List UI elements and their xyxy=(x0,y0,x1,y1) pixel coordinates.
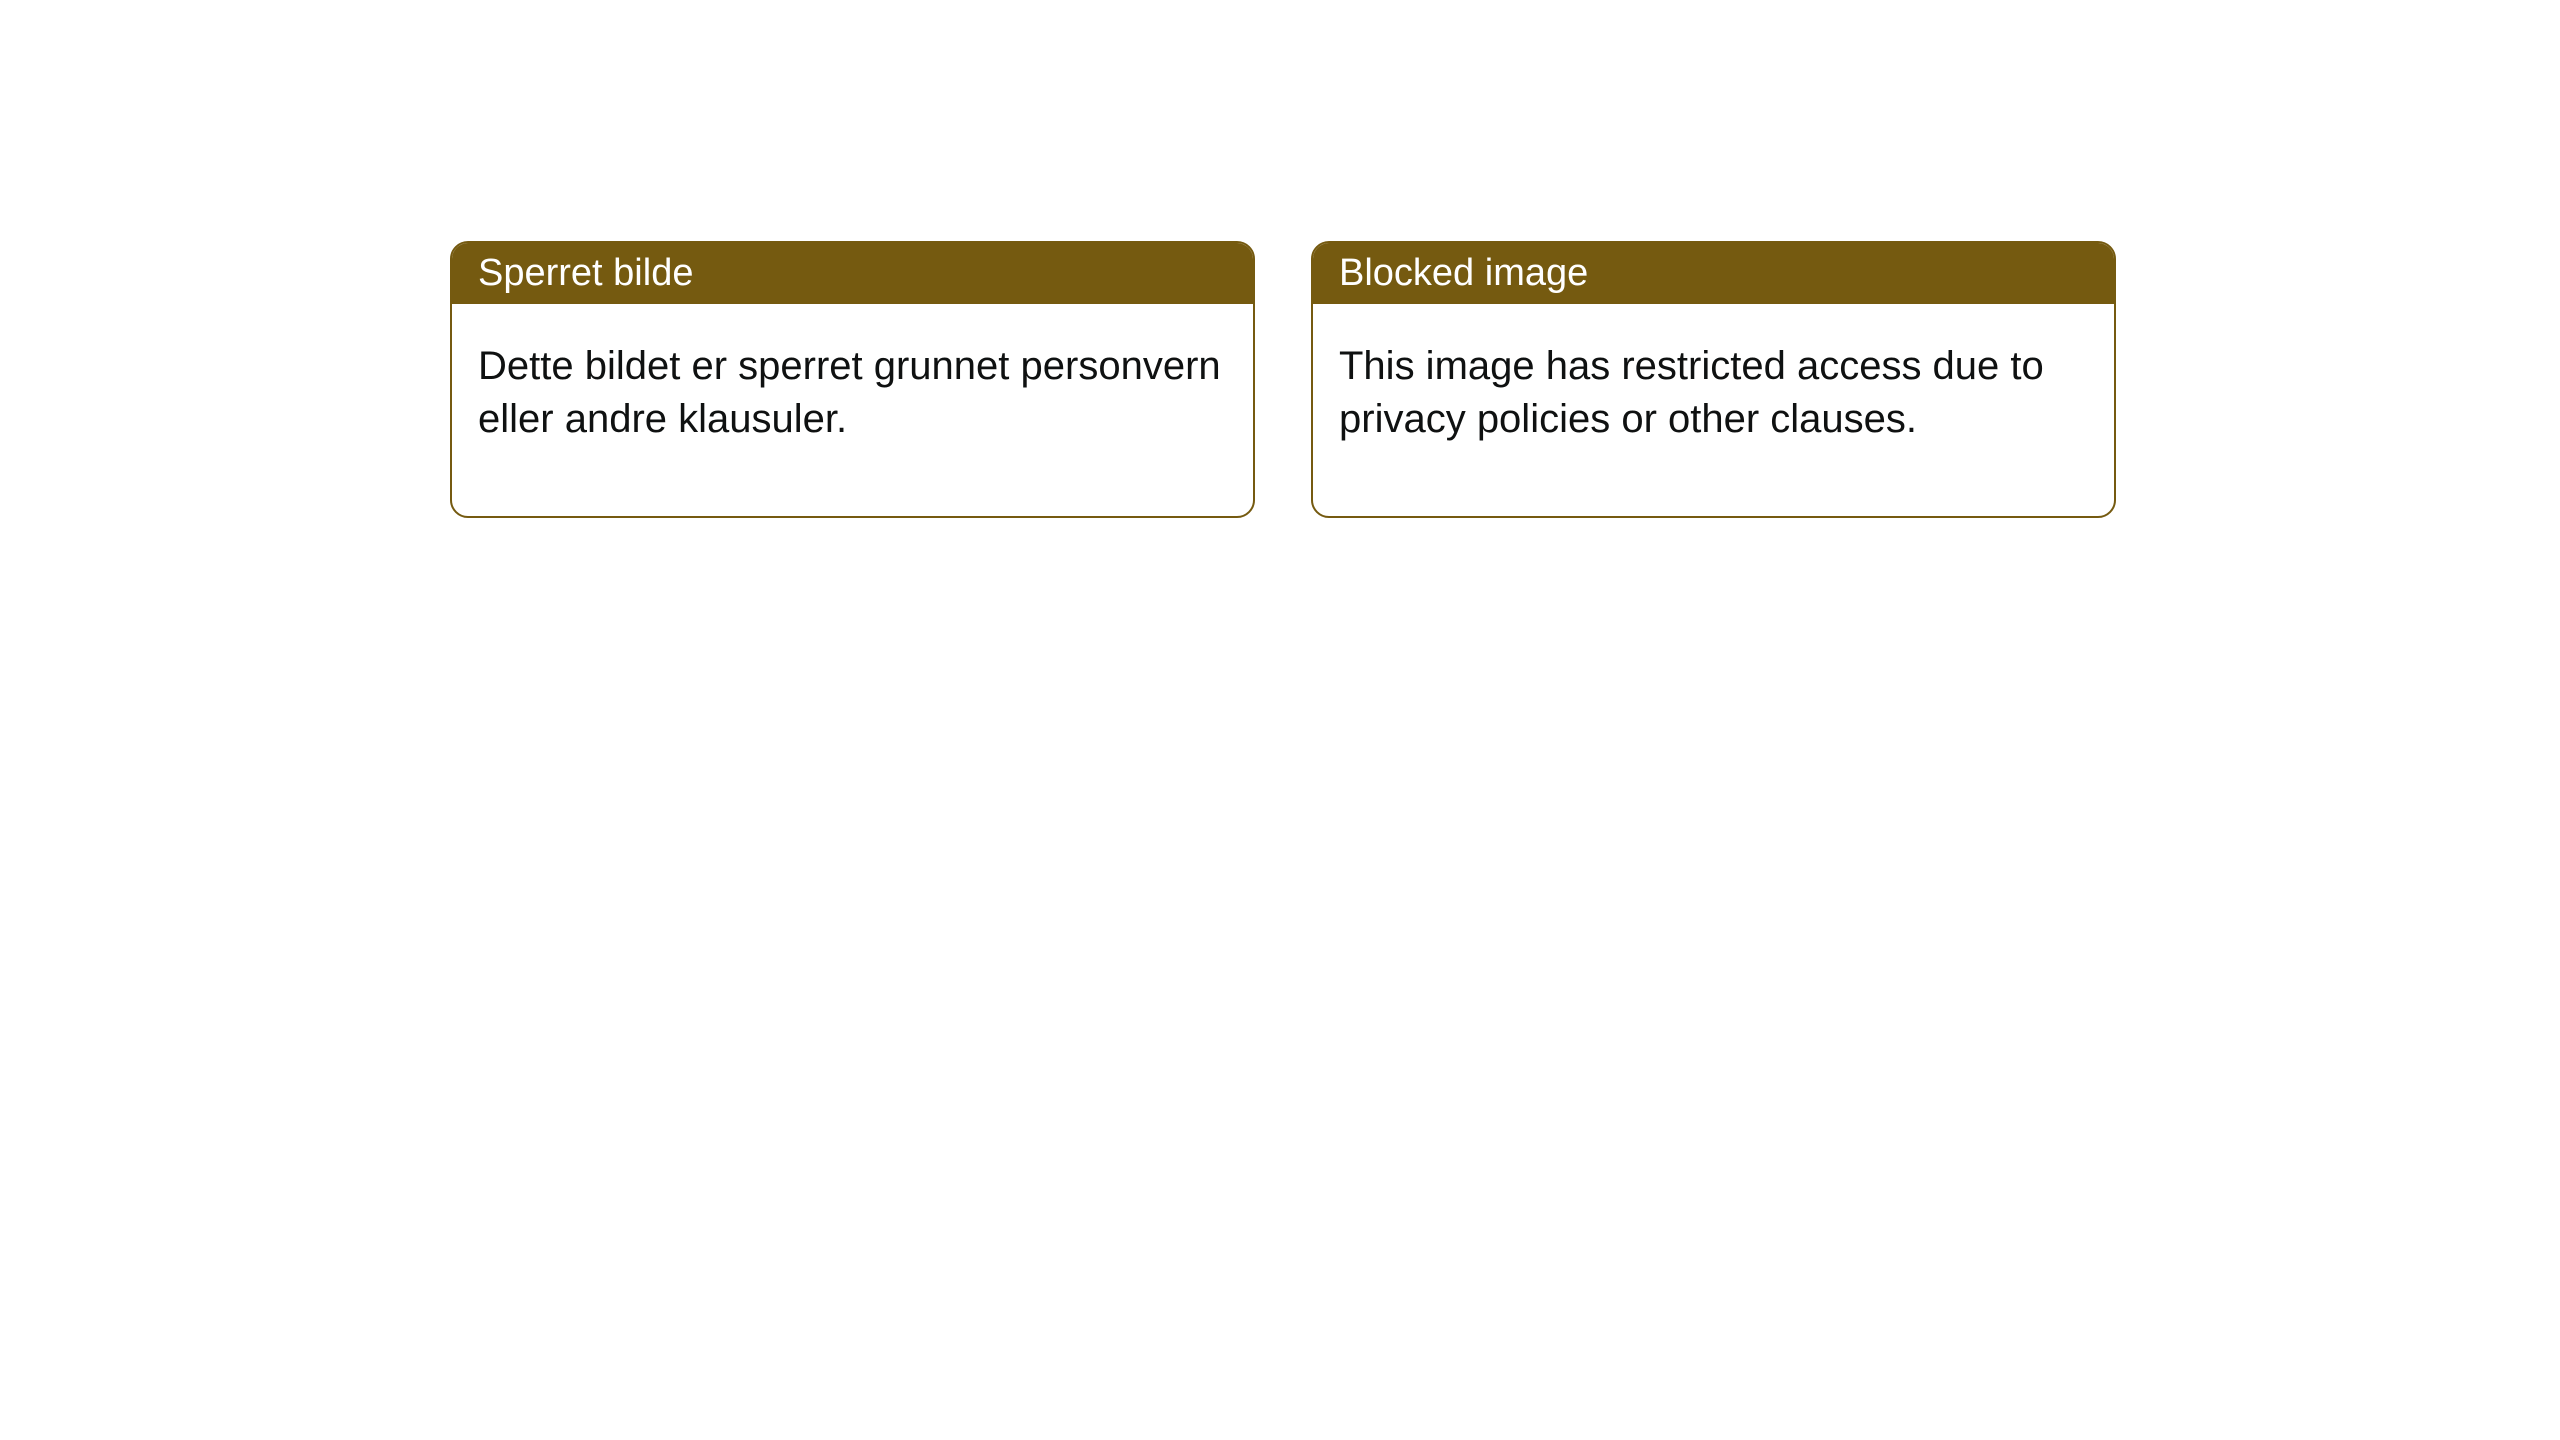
notice-cards-container: Sperret bilde Dette bildet er sperret gr… xyxy=(0,0,2560,518)
card-body-text: Dette bildet er sperret grunnet personve… xyxy=(478,344,1221,441)
card-header: Sperret bilde xyxy=(452,243,1253,304)
card-body-text: This image has restricted access due to … xyxy=(1339,344,2044,441)
card-body: Dette bildet er sperret grunnet personve… xyxy=(452,304,1253,516)
card-header: Blocked image xyxy=(1313,243,2114,304)
card-body: This image has restricted access due to … xyxy=(1313,304,2114,516)
card-title: Blocked image xyxy=(1339,252,1588,294)
notice-card-norwegian: Sperret bilde Dette bildet er sperret gr… xyxy=(450,241,1255,518)
notice-card-english: Blocked image This image has restricted … xyxy=(1311,241,2116,518)
card-title: Sperret bilde xyxy=(478,252,693,294)
